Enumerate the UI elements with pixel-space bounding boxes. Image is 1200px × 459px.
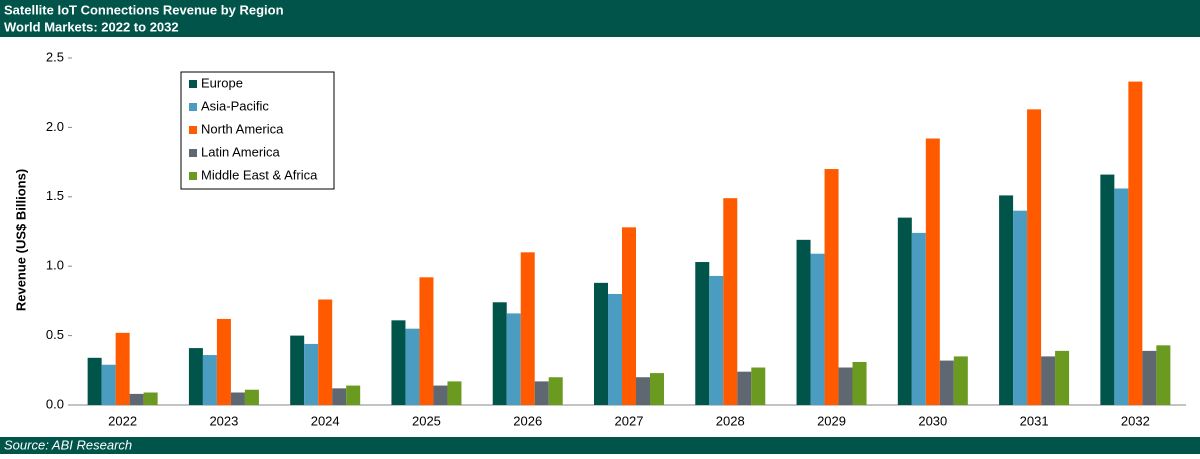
- x-tick-label: 2023: [209, 413, 238, 428]
- bar: [520, 252, 535, 405]
- bar: [332, 388, 347, 405]
- bar: [1055, 350, 1070, 405]
- bar: [101, 364, 116, 405]
- y-tick-label: 0.5: [46, 327, 64, 342]
- bar: [1156, 345, 1171, 405]
- bar: [723, 198, 738, 405]
- bar: [608, 293, 622, 405]
- bar: [202, 355, 217, 405]
- x-tick-label: 2025: [412, 413, 441, 428]
- bar: [911, 232, 926, 405]
- chart-title: Satellite IoT Connections Revenue by Reg…: [4, 2, 284, 17]
- bar: [230, 392, 245, 405]
- bar: [1041, 356, 1056, 405]
- bar: [897, 217, 912, 405]
- bar: [953, 356, 968, 405]
- bar: [391, 320, 406, 405]
- legend-swatch: [189, 80, 197, 88]
- x-tick-label: 2030: [918, 413, 947, 428]
- x-tick-label: 2028: [716, 413, 745, 428]
- x-tick-label: 2029: [817, 413, 846, 428]
- bar: [1013, 210, 1028, 405]
- bar: [622, 227, 636, 405]
- bar: [548, 377, 563, 405]
- y-tick-label: 1.0: [46, 258, 64, 273]
- legend-label: Latin America: [201, 144, 281, 159]
- header-band: [0, 0, 1200, 37]
- bar: [1142, 350, 1157, 405]
- footer-band: [0, 437, 1200, 454]
- y-tick-label: 2.0: [46, 119, 64, 134]
- y-tick-label: 0.0: [46, 396, 64, 411]
- bar: [405, 328, 420, 405]
- legend-swatch: [189, 126, 197, 134]
- bar: [188, 348, 203, 405]
- bar: [244, 389, 259, 405]
- bar: [709, 275, 724, 405]
- chart-subtitle: World Markets: 2022 to 2032: [4, 19, 179, 34]
- bar: [1128, 81, 1143, 405]
- legend-swatch: [189, 103, 197, 111]
- bar: [143, 392, 158, 405]
- bar: [129, 393, 144, 405]
- legend-label: North America: [201, 121, 284, 136]
- legend-swatch: [189, 172, 197, 180]
- bar: [824, 169, 839, 405]
- bar: [534, 381, 549, 405]
- x-tick-label: 2032: [1121, 413, 1150, 428]
- bar: [447, 381, 462, 405]
- bar: [838, 367, 853, 405]
- bar: [346, 385, 361, 405]
- bar: [304, 343, 319, 405]
- bar: [796, 239, 811, 405]
- bar: [115, 332, 130, 405]
- x-tick-label: 2024: [311, 413, 340, 428]
- bar: [433, 385, 448, 405]
- y-tick-label: 1.5: [46, 188, 64, 203]
- legend-box: [180, 71, 335, 190]
- x-tick-label: 2026: [513, 413, 542, 428]
- legend-label: Europe: [201, 75, 243, 90]
- x-tick-label: 2031: [1020, 413, 1049, 428]
- bar: [636, 377, 650, 405]
- bar: [419, 277, 434, 405]
- bar: [87, 357, 102, 405]
- bar: [925, 138, 940, 405]
- bar: [492, 302, 507, 405]
- bar: [695, 262, 710, 405]
- bar: [650, 373, 664, 405]
- bar: [216, 318, 231, 405]
- bar: [737, 371, 752, 405]
- legend-swatch: [189, 149, 197, 157]
- x-tick-label: 2027: [615, 413, 644, 428]
- legend-label: Middle East & Africa: [201, 167, 318, 182]
- x-tick-label: 2022: [108, 413, 137, 428]
- bar: [852, 361, 867, 405]
- y-tick-label: 2.5: [46, 49, 64, 64]
- bar: [999, 195, 1014, 405]
- source: Source: ABI Research: [4, 437, 132, 452]
- bar: [594, 282, 608, 405]
- bar: [1114, 188, 1129, 405]
- bar: [1100, 174, 1115, 405]
- bar: [939, 360, 954, 405]
- bar: [506, 313, 521, 405]
- bar: [290, 335, 305, 405]
- bar: [751, 367, 766, 405]
- bar: [318, 299, 333, 405]
- legend-label: Asia-Pacific: [201, 98, 269, 113]
- bar: [810, 253, 825, 405]
- y-axis-label: Revenue (US$ Billions): [13, 169, 28, 311]
- bar: [1027, 109, 1042, 405]
